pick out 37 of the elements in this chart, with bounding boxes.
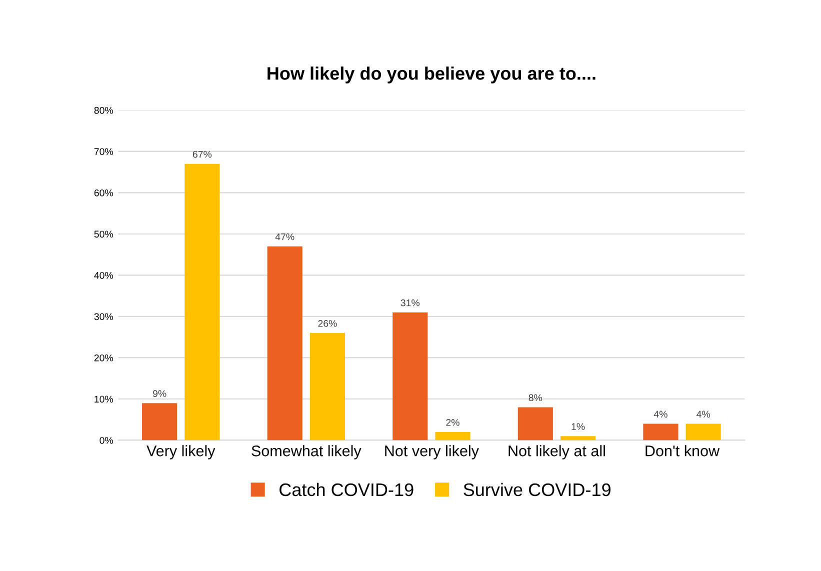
bar — [310, 332, 345, 440]
bar — [142, 403, 178, 440]
y-tick-label: 40% — [94, 272, 114, 279]
x-tick-label: Somewhat likely — [252, 445, 362, 460]
bar — [392, 312, 428, 440]
y-tick-label: 80% — [94, 106, 114, 114]
data-label: 67% — [192, 150, 212, 158]
x-tick-label: Not very likely — [385, 445, 479, 460]
bar — [518, 407, 553, 440]
bar — [686, 424, 721, 440]
y-tick-label: 20% — [94, 354, 114, 362]
data-label: 8% — [528, 394, 542, 402]
y-tick-label: 50% — [94, 230, 114, 238]
y-tick-label: 60% — [94, 189, 114, 196]
data-label: 2% — [446, 419, 460, 426]
bar — [560, 436, 596, 440]
y-tick-label: 0% — [100, 436, 114, 444]
legend-label: Survive COVID-19 — [464, 482, 610, 496]
bar — [643, 424, 678, 440]
data-label: 31% — [400, 299, 420, 306]
legend-label: Catch COVID-19 — [280, 482, 414, 496]
data-label: 9% — [153, 390, 166, 398]
chart-title: How likely do you believe you are to.... — [268, 66, 596, 84]
y-tick-label: 30% — [94, 313, 114, 320]
bar — [267, 246, 302, 440]
data-label: 4% — [696, 410, 710, 418]
y-tick-label: 10% — [94, 396, 114, 403]
data-label: 4% — [654, 410, 668, 418]
data-label: 26% — [318, 320, 337, 327]
x-tick-label: Very likely — [146, 445, 216, 460]
data-label: 1% — [572, 423, 585, 430]
bar — [435, 432, 470, 440]
x-tick-label: Not likely at all — [508, 445, 605, 460]
x-tick-label: Don't know — [646, 445, 720, 456]
data-label: 47% — [275, 233, 294, 240]
bar — [184, 164, 220, 440]
y-tick-label: 70% — [94, 148, 114, 156]
